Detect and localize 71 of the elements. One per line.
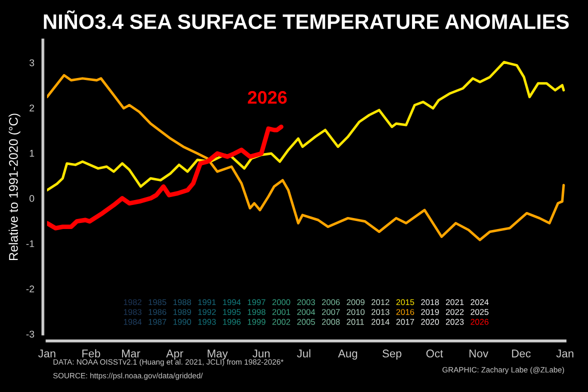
legend-label: 2000 bbox=[272, 299, 290, 306]
legend-label: 2023 bbox=[446, 318, 464, 325]
text: 2016 bbox=[396, 309, 414, 315]
legend-label: 1991 bbox=[198, 299, 216, 306]
legend-label: 1982 bbox=[124, 299, 142, 306]
x-tick-label: Dec bbox=[512, 350, 531, 358]
legend-label: 1986 bbox=[148, 309, 166, 315]
legend-label: 2002 bbox=[272, 318, 290, 325]
x-tick-label: Feb bbox=[82, 349, 100, 358]
chart-title: NIÑO3.4 SEA SURFACE TEMPERATURE ANOMALIES bbox=[44, 10, 569, 30]
series-label: 2026 bbox=[248, 91, 287, 104]
y-tick-label: -2 bbox=[26, 285, 34, 292]
legend-label: 1994 bbox=[223, 299, 241, 306]
legend-label: 1989 bbox=[173, 309, 191, 315]
legend-label: 1997 bbox=[248, 299, 266, 306]
legend-label: 1996 bbox=[223, 318, 241, 325]
line-series bbox=[47, 74, 565, 242]
legend-label: 2022 bbox=[446, 309, 464, 315]
text: 2015 bbox=[396, 299, 414, 306]
legend-label: 1995 bbox=[223, 309, 241, 315]
legend-label: 2019 bbox=[421, 309, 439, 315]
legend-label: 2024 bbox=[470, 299, 489, 306]
x-tick-label: May bbox=[208, 350, 228, 360]
legend-label: 2009 bbox=[346, 299, 364, 306]
legend-label: 1993 bbox=[198, 318, 216, 325]
x-tick-label: Apr bbox=[166, 350, 184, 360]
y-tick-label: -1 bbox=[26, 240, 34, 248]
y-tick-label: 0 bbox=[30, 195, 34, 202]
y-tick-label: -3 bbox=[26, 330, 34, 338]
legend-label: 1992 bbox=[198, 309, 216, 315]
legend-label: 2014 bbox=[372, 318, 390, 325]
legend-label: 1984 bbox=[124, 318, 142, 325]
x-tick-label: Jun bbox=[252, 350, 270, 358]
legend-label: 2004 bbox=[297, 309, 316, 315]
line-series bbox=[47, 124, 284, 230]
legend-label: 2021 bbox=[446, 299, 464, 306]
legend-label: 2006 bbox=[322, 299, 340, 306]
x-tick-label: Mar bbox=[122, 350, 140, 358]
legend-label: 1998 bbox=[248, 309, 266, 315]
y-axis-title: Relative to 1991-2020 (°C) bbox=[8, 114, 20, 260]
x-tick-label: Nov bbox=[470, 350, 488, 358]
legend-label: 1983 bbox=[124, 309, 142, 315]
x-tick-label: Aug bbox=[338, 350, 358, 360]
legend-label: 2011 bbox=[346, 318, 364, 325]
legend-label: 2005 bbox=[297, 318, 315, 325]
legend-label: 2003 bbox=[297, 299, 315, 306]
legend-label: 2013 bbox=[372, 309, 390, 315]
x-tick-label: Sep bbox=[382, 350, 402, 360]
legend-label: 2010 bbox=[346, 309, 365, 315]
legend-label: 1990 bbox=[173, 318, 192, 325]
x-tick-label: Jan bbox=[556, 350, 574, 358]
y-tick-label: 2 bbox=[30, 104, 34, 112]
y-tick-label: 3 bbox=[30, 59, 34, 66]
x-tick-label: Jul bbox=[296, 349, 310, 358]
x-tick-label: Oct bbox=[426, 350, 444, 358]
legend-label: 1988 bbox=[173, 299, 192, 306]
legend-label: 1999 bbox=[248, 318, 266, 325]
y-tick-label: 1 bbox=[30, 150, 34, 157]
legend-label: 2007 bbox=[322, 309, 340, 315]
legend-label: 2001 bbox=[272, 309, 290, 315]
annotation: 2026 bbox=[470, 318, 488, 325]
line-series bbox=[47, 60, 565, 192]
legend-label: 2020 bbox=[421, 318, 439, 325]
legend-label: 2008 bbox=[322, 318, 340, 325]
x-tick-label: Jan bbox=[38, 350, 56, 358]
legend-label: 2017 bbox=[396, 318, 414, 325]
legend-label: 2025 bbox=[470, 309, 488, 315]
legend-label: 2018 bbox=[421, 299, 439, 306]
legend-label: 1987 bbox=[148, 318, 166, 325]
legend-label: 1985 bbox=[148, 299, 166, 306]
legend-label: 2012 bbox=[372, 299, 390, 306]
